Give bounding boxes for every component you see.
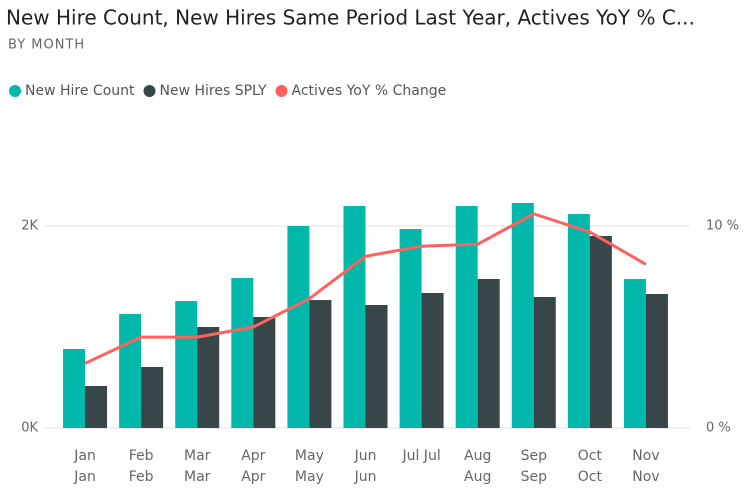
x-tick-label: Nov <box>632 448 659 464</box>
bar <box>119 313 142 428</box>
x-tick-label: Feb <box>129 448 154 464</box>
bar <box>197 327 220 428</box>
x-tick-label: Jun <box>354 469 377 485</box>
legend-marker <box>9 85 21 97</box>
bar <box>141 366 164 428</box>
bar <box>309 300 332 428</box>
bar <box>365 304 388 428</box>
x-tick-label: May <box>295 469 324 485</box>
x-tick-label: Mar <box>184 469 211 485</box>
x-tick-label: Mar <box>184 448 211 464</box>
x-tick-label: Feb <box>129 469 154 485</box>
y-tick-label: 0K <box>21 421 38 436</box>
x-tick-label: May <box>295 448 324 464</box>
bar <box>231 278 254 428</box>
bar <box>589 235 612 428</box>
x-tick-label: Apr <box>241 448 265 464</box>
bar <box>477 279 500 428</box>
x-tick-label: Aug <box>464 469 491 485</box>
bar <box>399 229 422 428</box>
legend-label: New Hire Count <box>25 83 135 99</box>
x-tick-label: Nov <box>632 469 659 485</box>
bar <box>175 301 198 428</box>
x-tick-label: Jun <box>354 448 377 464</box>
legend-label: New Hires SPLY <box>160 83 267 99</box>
bar <box>533 297 556 428</box>
y-tick-label: 2K <box>21 219 38 234</box>
bar <box>343 206 366 428</box>
x-tick-label: Jan <box>73 448 96 464</box>
legend-label: Actives YoY % Change <box>292 83 447 99</box>
x-tick-label: Jul Jul <box>401 448 440 464</box>
x-tick-label: Oct <box>578 469 603 485</box>
bar <box>421 292 444 428</box>
bar <box>253 317 276 428</box>
y2-tick-label: 0 % <box>706 421 731 436</box>
x-tick-label: Aug <box>464 448 491 464</box>
bar <box>645 293 668 428</box>
bar <box>287 226 310 428</box>
x-tick-label: Apr <box>241 469 265 485</box>
x-tick-label: Jan <box>73 469 96 485</box>
bar <box>455 206 478 428</box>
legend-marker <box>143 85 156 97</box>
line <box>84 212 647 365</box>
chart-title: New Hire Count, New Hires Same Period La… <box>6 6 695 30</box>
y2-tick-label: 10 % <box>706 219 739 234</box>
x-tick-label: Sep <box>521 448 548 464</box>
bar <box>567 213 590 428</box>
x-tick-label: Sep <box>521 469 548 485</box>
chart-subtitle: BY MONTH <box>8 38 85 53</box>
x-tick-label: Oct <box>578 448 603 464</box>
bar <box>85 385 108 428</box>
bar <box>63 349 86 428</box>
legend-marker <box>275 85 288 97</box>
bar <box>511 202 534 428</box>
bar <box>623 279 646 428</box>
